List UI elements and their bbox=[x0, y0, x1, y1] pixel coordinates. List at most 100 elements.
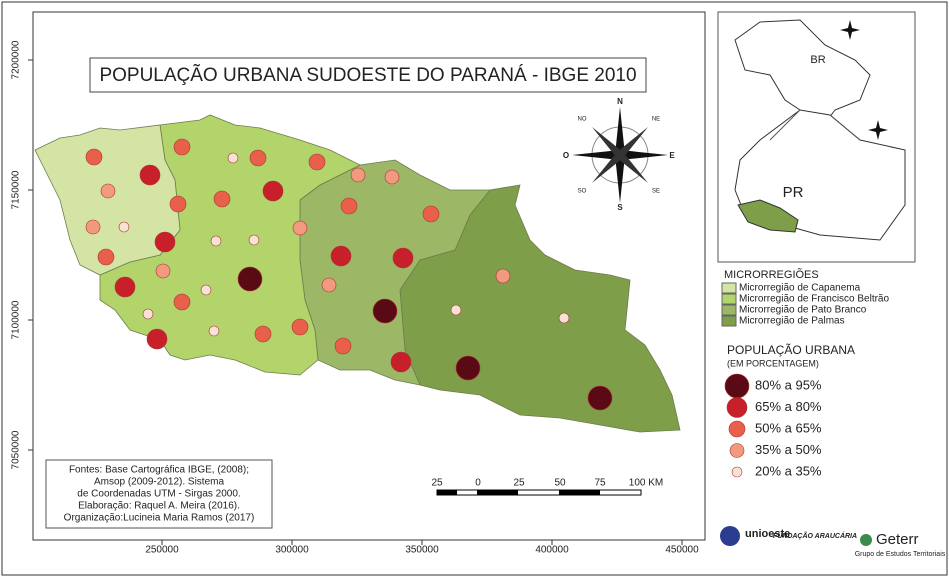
municipality-symbol bbox=[169, 195, 187, 213]
scale-bar-segment bbox=[437, 490, 457, 495]
municipality-symbol bbox=[390, 351, 412, 373]
inset-label: PR bbox=[783, 184, 804, 201]
municipality-symbol bbox=[173, 293, 191, 311]
municipality-symbol bbox=[262, 180, 284, 202]
compass-label: SO bbox=[578, 189, 587, 195]
source-line: Elaboração: Raquel A. Meira (2016). bbox=[78, 501, 240, 512]
municipality-symbol bbox=[587, 385, 613, 411]
legend-label: Microrregião de Capanema bbox=[739, 283, 861, 294]
municipality-symbol bbox=[210, 235, 222, 247]
logo-araucaria: FUNDAÇÃO ARAUCÁRIA bbox=[773, 531, 857, 540]
municipality-symbol bbox=[334, 337, 352, 355]
legend-label: Microrregião de Palmas bbox=[739, 316, 845, 327]
compass: N S O E NO NE SO SE bbox=[563, 97, 675, 212]
sources-box bbox=[45, 459, 273, 529]
municipality-symbol bbox=[384, 169, 400, 185]
logo-mark bbox=[720, 526, 740, 546]
scale-bar-frame bbox=[436, 489, 642, 496]
sources: Fontes: Base Cartográfica IBGE, (2008);A… bbox=[64, 465, 255, 524]
compass-label: S bbox=[617, 203, 623, 212]
municipality-symbol bbox=[155, 263, 171, 279]
logo-geterr-sub: Grupo de Estudos Territoriais bbox=[855, 551, 946, 558]
source-line: Organização:Lucineia Maria Ramos (2017) bbox=[64, 513, 255, 524]
municipality-symbol bbox=[321, 277, 337, 293]
legend-swatch bbox=[721, 293, 737, 305]
municipalities bbox=[85, 138, 613, 411]
municipality-symbol bbox=[208, 325, 220, 337]
inset-compass bbox=[840, 20, 860, 40]
legend-title: POPULAÇÃO URBANA bbox=[727, 343, 855, 357]
scale-label: 0 bbox=[475, 478, 481, 489]
x-tick-label: 250000 bbox=[145, 545, 179, 556]
municipality-symbol bbox=[85, 219, 101, 235]
x-tick-label: 300000 bbox=[275, 545, 309, 556]
x-tick-label: 400000 bbox=[535, 545, 569, 556]
logo-geterr: Geterr bbox=[876, 531, 919, 548]
map-title: POPULAÇÃO URBANA SUDOESTE DO PARANÁ - IB… bbox=[99, 64, 636, 86]
source-line: Fontes: Base Cartográfica IBGE, (2008); bbox=[69, 465, 249, 476]
logo-mark bbox=[860, 534, 872, 546]
y-tick-label: 7200000 bbox=[11, 40, 22, 79]
scale-label: 25 bbox=[513, 478, 525, 489]
legend-label: 50% a 65% bbox=[755, 420, 822, 435]
x-tick-label: 450000 bbox=[665, 545, 699, 556]
compass-label: NE bbox=[652, 117, 660, 123]
legend-title: MICRORREGIÕES bbox=[724, 268, 819, 281]
compass-label: E bbox=[669, 151, 675, 160]
compass-label: O bbox=[563, 151, 569, 160]
region-capanema bbox=[34, 124, 181, 276]
legend-swatch bbox=[721, 304, 737, 316]
municipality-symbol bbox=[114, 276, 136, 298]
municipality-symbol bbox=[146, 328, 168, 350]
logo-unioeste: unioeste bbox=[745, 528, 790, 540]
municipality-symbol bbox=[139, 164, 161, 186]
legend-symbol bbox=[726, 397, 748, 418]
scale-label: 75 bbox=[594, 478, 606, 489]
legend-label: 35% a 50% bbox=[755, 442, 822, 457]
municipality-symbol bbox=[249, 149, 267, 167]
compass-needle bbox=[592, 127, 648, 183]
municipality-symbol bbox=[200, 284, 212, 296]
municipality-symbol bbox=[422, 205, 440, 223]
scale-bar bbox=[436, 489, 642, 496]
municipality-symbol bbox=[227, 152, 239, 164]
scale-label: 100 KM bbox=[629, 478, 663, 489]
municipality-symbol bbox=[495, 268, 511, 284]
legend-label: Microrregião de Francisco Beltrão bbox=[739, 294, 889, 305]
inset: BR PR bbox=[734, 19, 906, 241]
municipality-symbol bbox=[213, 190, 231, 208]
inset-connector bbox=[769, 109, 801, 141]
inset-compass bbox=[868, 120, 888, 140]
municipality-symbol bbox=[100, 183, 116, 199]
legend-symbol bbox=[731, 466, 743, 478]
compass-label: SE bbox=[652, 189, 660, 195]
y-tick-label: 7100000 bbox=[11, 300, 22, 339]
legend-label: 20% a 35% bbox=[755, 463, 822, 478]
legend-swatch bbox=[721, 315, 737, 327]
municipality-symbol bbox=[291, 318, 309, 336]
municipality-symbol bbox=[330, 245, 352, 267]
municipality-symbol bbox=[292, 220, 308, 236]
municipality-symbol bbox=[350, 167, 366, 183]
municipality-symbol bbox=[85, 148, 103, 166]
scale-bar-segment bbox=[477, 490, 518, 495]
source-line: Amsop (2009-2012). Sistema bbox=[94, 477, 225, 488]
compass-label: N bbox=[617, 97, 623, 106]
municipality-symbol bbox=[372, 298, 398, 324]
scale-bar-segment bbox=[559, 490, 600, 495]
municipality-symbol bbox=[142, 308, 154, 320]
inset-study-area bbox=[737, 199, 799, 233]
x-tick-label: 350000 bbox=[405, 545, 439, 556]
legend-label: 65% a 80% bbox=[755, 399, 822, 414]
legend-symbol bbox=[729, 443, 745, 458]
y-tick-label: 7150000 bbox=[11, 170, 22, 209]
municipality-symbol bbox=[450, 304, 462, 316]
municipality-symbol bbox=[154, 231, 176, 253]
municipality-symbol bbox=[455, 355, 481, 381]
municipality-symbol bbox=[558, 312, 570, 324]
inset-label: BR bbox=[810, 54, 825, 66]
municipality-symbol bbox=[97, 248, 115, 266]
legend-label: Microrregião de Pato Branco bbox=[739, 305, 867, 316]
title-box bbox=[89, 57, 647, 93]
